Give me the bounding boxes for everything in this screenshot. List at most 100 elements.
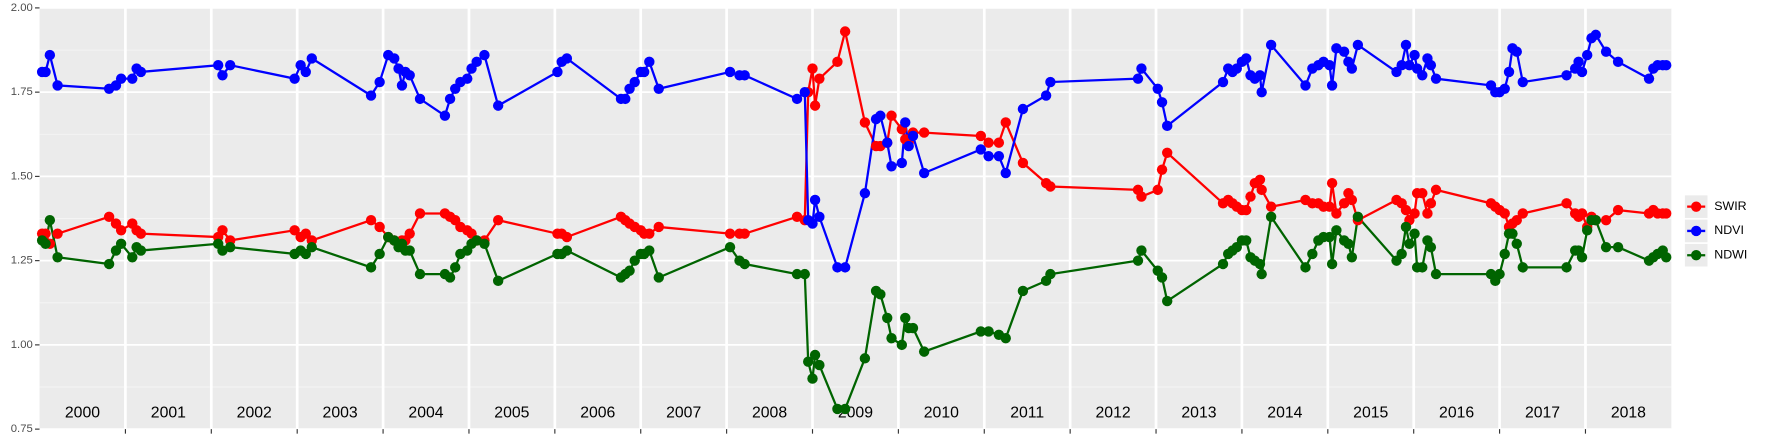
data-point <box>993 137 1005 148</box>
data-point <box>724 241 736 253</box>
data-point <box>374 221 385 233</box>
data-point <box>365 215 377 226</box>
data-point <box>739 70 750 81</box>
data-point <box>1517 208 1528 219</box>
data-point <box>1045 76 1056 88</box>
data-point <box>479 238 490 249</box>
data-point <box>1300 262 1311 273</box>
data-point <box>115 73 127 84</box>
data-point <box>1352 211 1364 223</box>
data-point <box>1511 238 1522 249</box>
data-point <box>1396 248 1407 260</box>
data-point <box>103 211 115 223</box>
year-label: 2015 <box>1353 404 1388 421</box>
data-point <box>809 349 821 361</box>
data-point <box>886 110 897 121</box>
data-point <box>561 231 573 243</box>
data-point <box>1045 181 1056 192</box>
legend-label: NDVI <box>1714 223 1744 237</box>
data-point <box>1254 174 1266 185</box>
data-point <box>1400 221 1412 233</box>
data-point <box>300 248 311 260</box>
data-point <box>809 194 821 206</box>
data-point <box>975 326 987 337</box>
data-point <box>389 53 400 64</box>
data-point <box>1338 46 1350 57</box>
data-point <box>1409 208 1420 219</box>
data-point <box>1156 97 1168 108</box>
data-point <box>1324 231 1335 243</box>
data-point <box>1499 248 1510 260</box>
data-point <box>993 150 1005 162</box>
data-point <box>1643 73 1655 84</box>
data-point <box>839 403 851 415</box>
data-point <box>1346 63 1358 74</box>
data-point <box>404 70 415 81</box>
data-point <box>1661 252 1672 263</box>
y-tick-label: 1.00 <box>11 339 33 351</box>
data-point <box>1156 164 1168 175</box>
data-point <box>791 93 803 105</box>
data-point <box>1326 177 1338 189</box>
data-point <box>644 228 655 239</box>
data-point <box>1265 211 1277 223</box>
data-point <box>1503 66 1515 78</box>
data-point <box>492 215 504 226</box>
data-point <box>896 339 908 351</box>
data-point <box>839 262 851 273</box>
data-point <box>1132 255 1144 266</box>
data-point <box>414 268 426 280</box>
data-point <box>1217 76 1229 88</box>
data-point <box>1324 59 1335 71</box>
year-label: 2005 <box>494 404 529 421</box>
data-point <box>44 215 56 226</box>
data-point <box>1331 225 1342 236</box>
data-point <box>1430 184 1442 196</box>
data-point <box>300 66 311 78</box>
data-point <box>300 228 311 239</box>
data-point <box>40 66 51 78</box>
data-point <box>644 56 655 68</box>
data-point <box>1017 103 1029 115</box>
data-point <box>444 93 456 105</box>
data-point <box>1000 332 1011 344</box>
year-label: 2006 <box>580 404 615 421</box>
data-point <box>1400 204 1412 216</box>
data-point <box>1000 117 1011 128</box>
year-label: 2003 <box>323 404 358 421</box>
data-point <box>212 59 224 71</box>
data-point <box>1136 191 1147 202</box>
data-point <box>1254 258 1266 270</box>
data-point <box>1156 272 1168 283</box>
data-point <box>374 76 385 88</box>
year-label: 2018 <box>1611 404 1646 421</box>
data-point <box>1352 39 1364 51</box>
y-tick-label: 1.50 <box>11 170 33 182</box>
data-point <box>1417 188 1428 199</box>
data-point <box>1425 241 1437 253</box>
data-point <box>859 188 871 199</box>
data-point <box>1517 76 1528 88</box>
data-point <box>289 73 300 84</box>
data-point <box>882 312 893 324</box>
data-point <box>859 353 871 364</box>
data-point <box>1499 208 1510 219</box>
data-point <box>724 228 736 239</box>
data-point <box>1324 201 1335 212</box>
data-point <box>1600 241 1612 253</box>
data-point <box>396 80 408 91</box>
data-point <box>975 130 987 142</box>
data-point <box>414 93 426 105</box>
data-point <box>644 245 655 256</box>
data-point <box>103 258 115 270</box>
data-point <box>1152 83 1163 94</box>
data-point <box>1661 208 1672 219</box>
data-point <box>1425 59 1437 71</box>
year-label: 2002 <box>237 404 272 421</box>
data-point <box>1600 215 1612 226</box>
legend-point <box>1690 225 1702 237</box>
data-point <box>40 238 51 249</box>
data-point <box>1346 252 1358 263</box>
